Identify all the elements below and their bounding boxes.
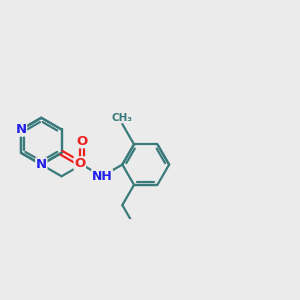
Text: CH₃: CH₃ (112, 113, 133, 123)
Text: O: O (76, 135, 87, 148)
Text: O: O (74, 157, 85, 170)
Text: N: N (36, 158, 47, 171)
Text: NH: NH (92, 170, 112, 183)
Text: N: N (16, 123, 27, 136)
